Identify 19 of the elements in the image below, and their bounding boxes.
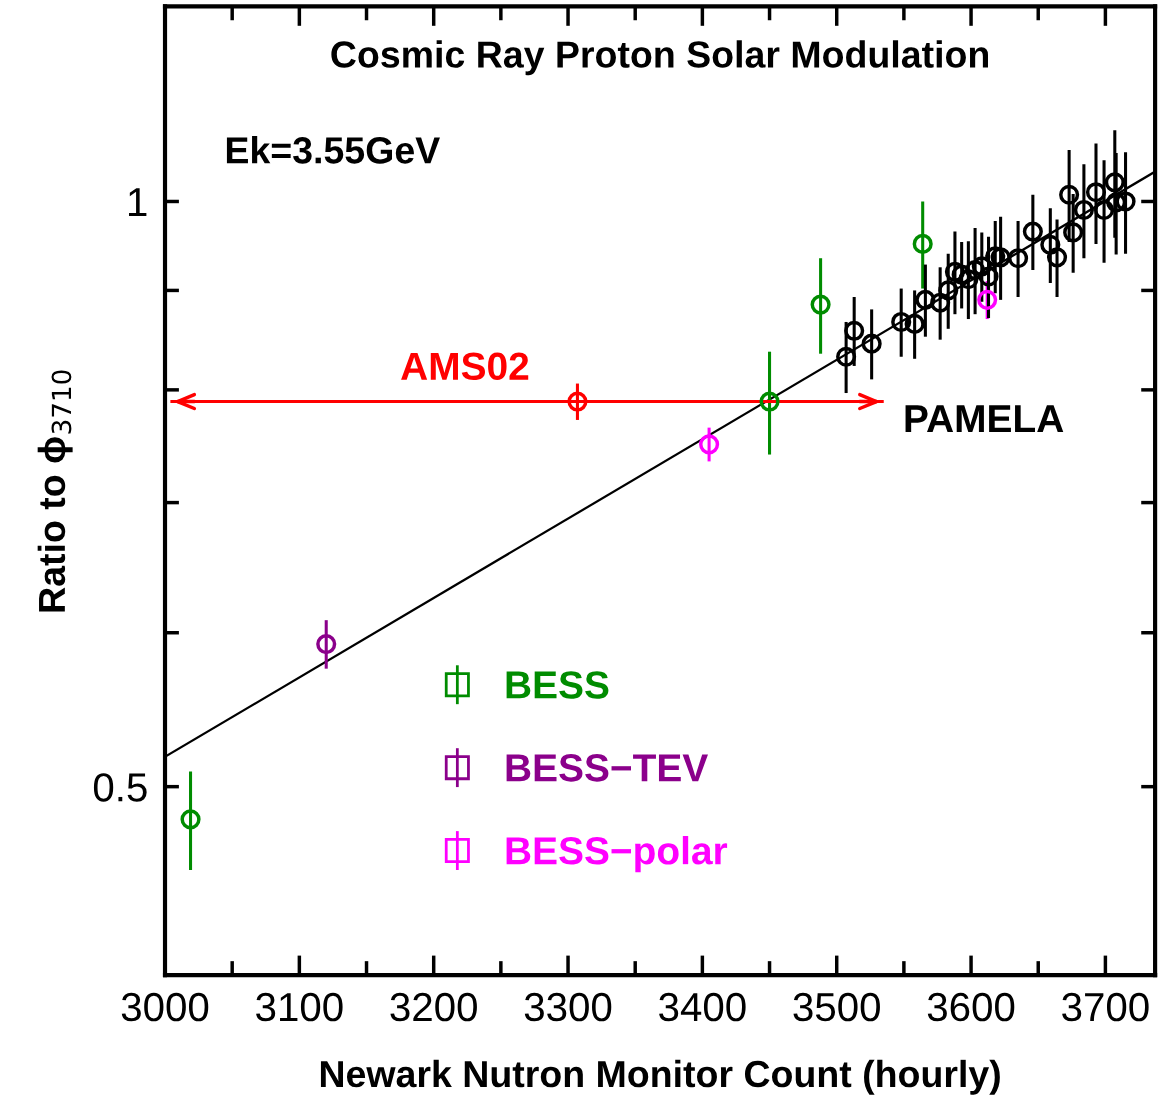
text: Ek=3.55GeV bbox=[226, 136, 440, 164]
x-axis-title: Newark Nutron Monitor Count (hourly) bbox=[320, 1059, 1000, 1095]
annotation: PAMELA bbox=[905, 405, 1064, 433]
legend-label: BESS bbox=[506, 671, 609, 699]
y-tick-label: 1 bbox=[129, 188, 147, 217]
y-tick-label: 0.5 bbox=[93, 773, 147, 802]
legend-label: BESS−polar bbox=[506, 835, 728, 873]
text: Cosmic Ray Proton Solar Modulation bbox=[331, 40, 988, 76]
annotation: AMS02 bbox=[401, 352, 529, 381]
y-axis-title: Ratio to ϕ$_{3710}$ bbox=[37, 370, 73, 612]
x-tick-label: 3000 bbox=[121, 992, 209, 1022]
x-tick-label: 3300 bbox=[524, 992, 612, 1022]
x-tick-label: 3500 bbox=[793, 992, 880, 1022]
legend-label: BESS−TEV bbox=[506, 754, 708, 782]
x-tick-label: 3200 bbox=[390, 992, 477, 1022]
x-tick-label: 3700 bbox=[1062, 992, 1149, 1022]
x-tick-label: 3600 bbox=[927, 992, 1015, 1022]
x-tick-label: 3400 bbox=[659, 992, 746, 1022]
x-tick-label: 3100 bbox=[256, 992, 343, 1022]
